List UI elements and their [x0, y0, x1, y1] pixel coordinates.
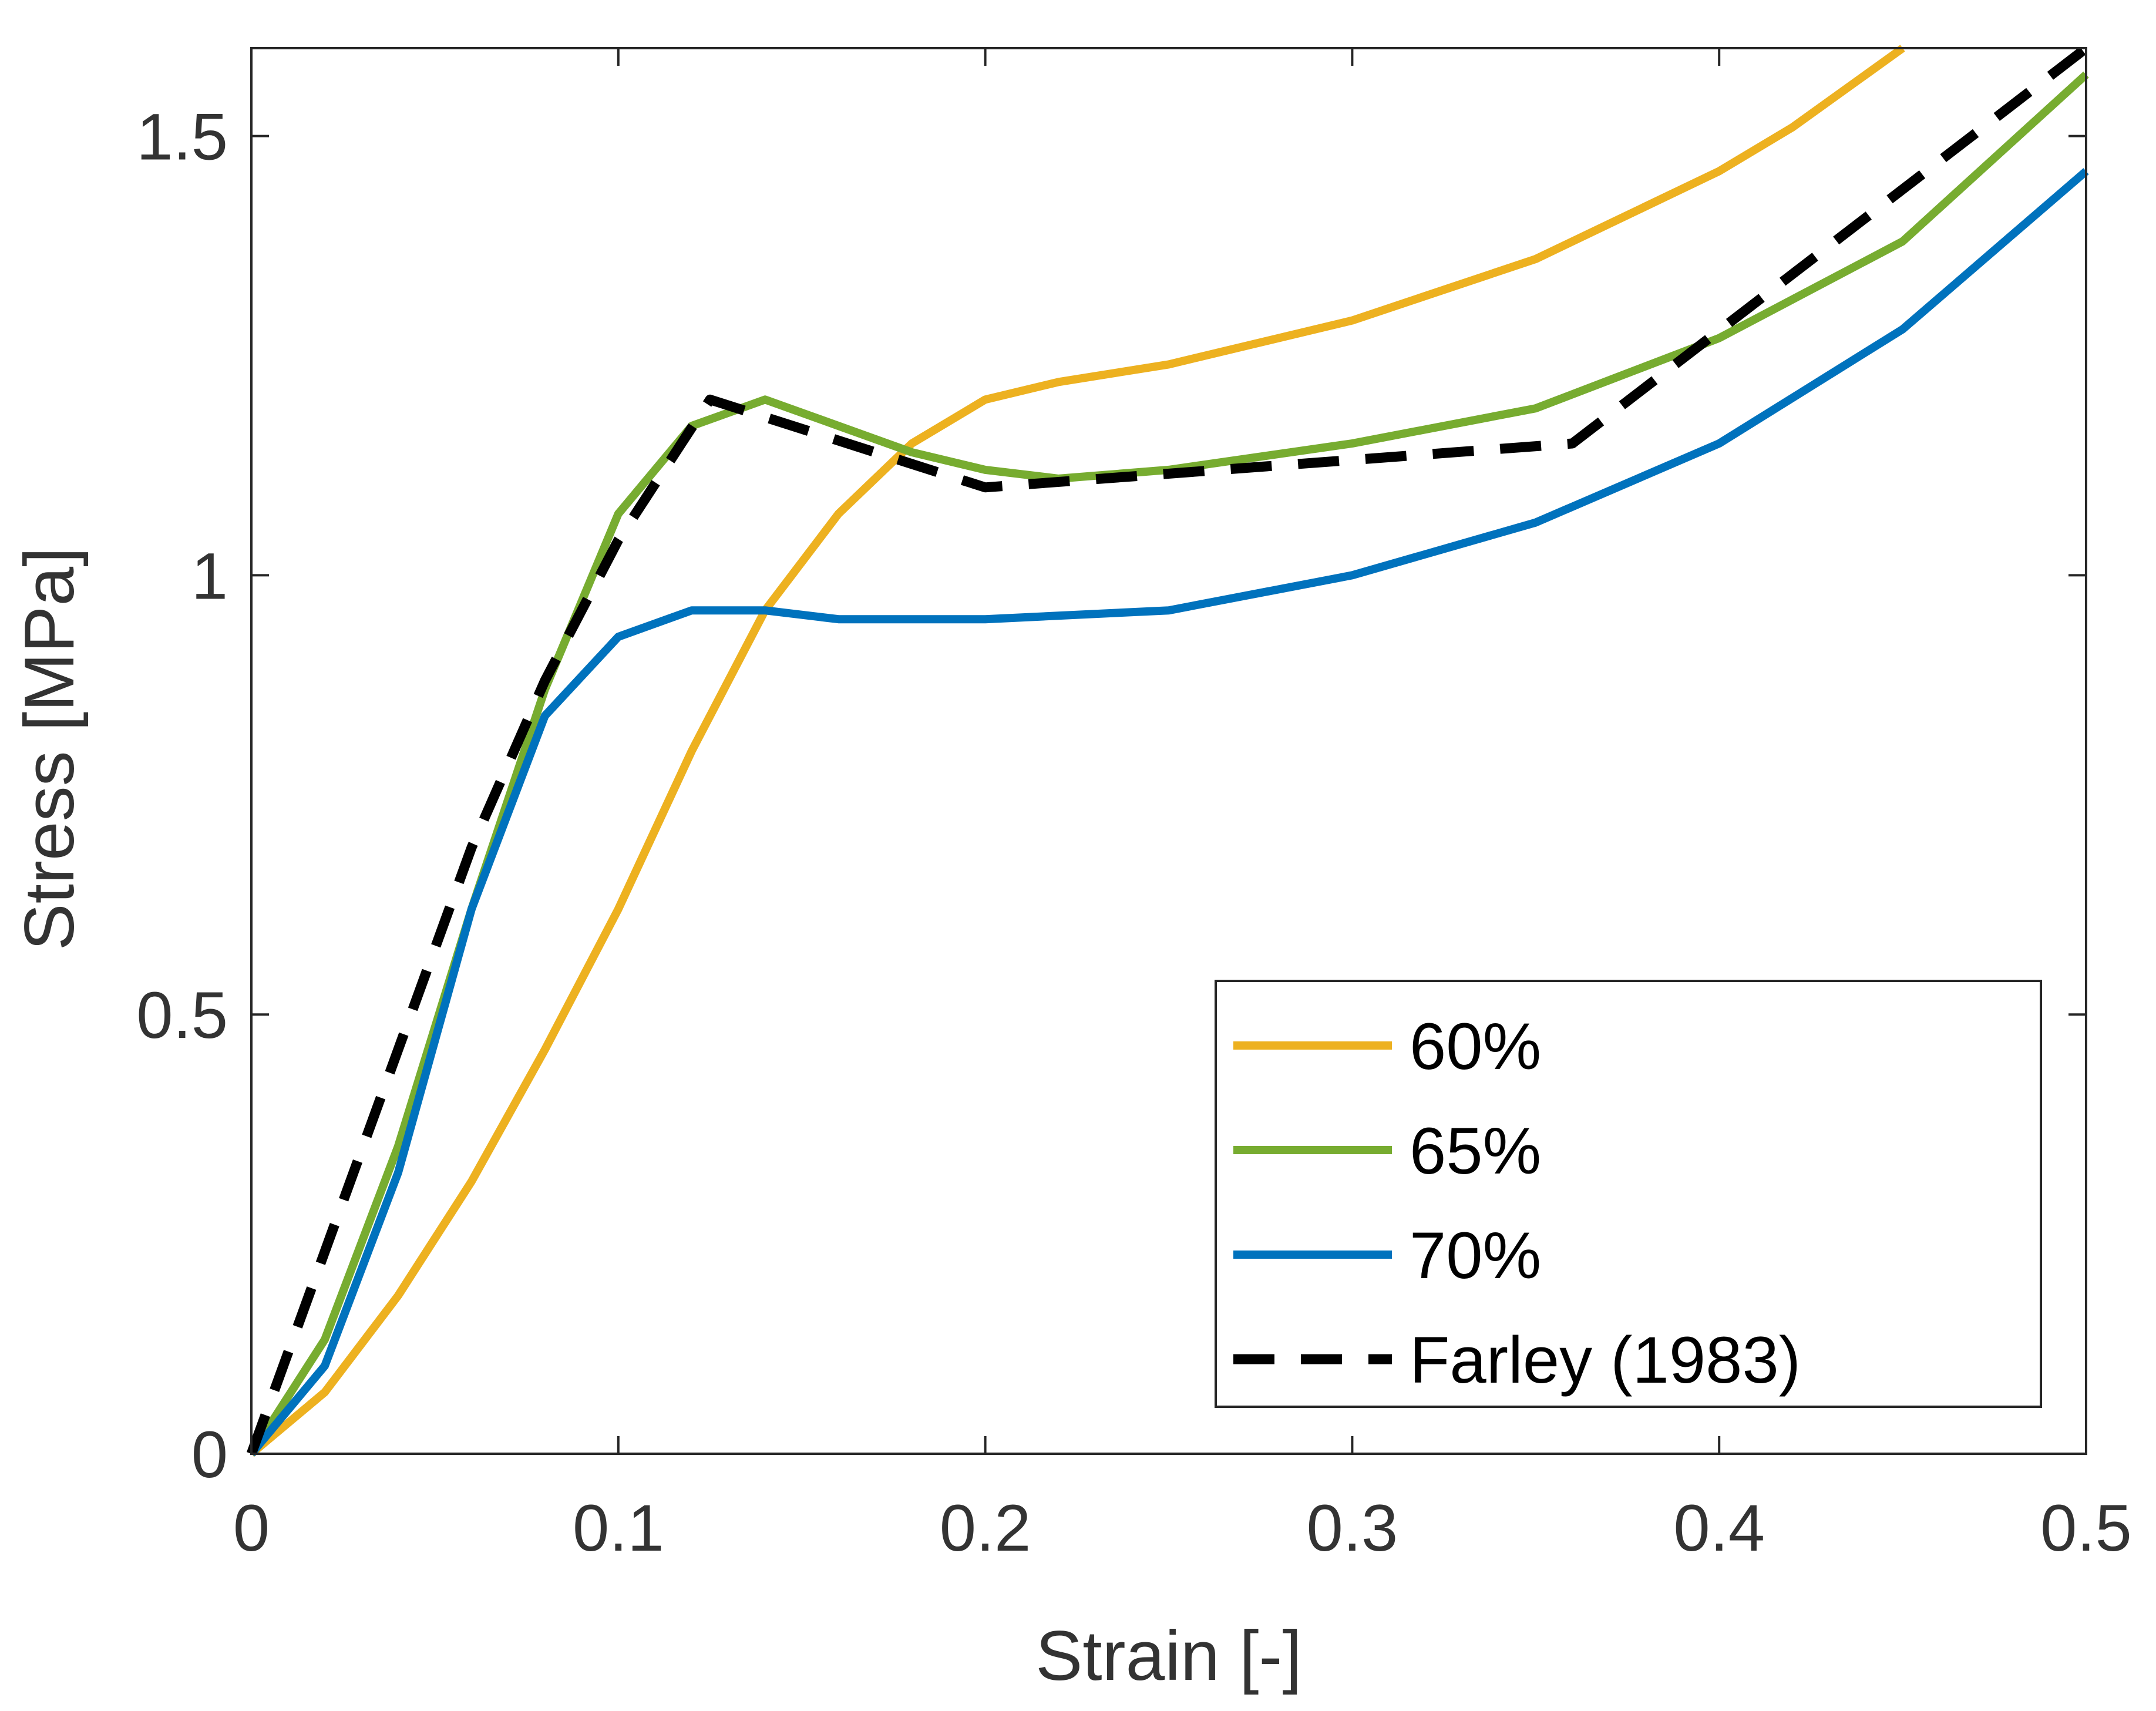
series-line-farley-1983 [247, 44, 2090, 1455]
x-tick-label: 0.3 [1307, 1491, 1398, 1565]
legend-label-65: 65% [1410, 1114, 1541, 1188]
legend-label-60: 60% [1410, 1010, 1541, 1083]
y-tick-label: 1.5 [136, 100, 228, 174]
legend-box [1215, 980, 2042, 1408]
legend-label-70: 70% [1410, 1219, 1541, 1292]
series-line-60 [248, 45, 1905, 1457]
ticks-layer: 0 0.1 0.2 0.3 0.4 0.5 0 0.5 1 1.5 [136, 48, 2132, 1565]
y-tick-label: 1 [191, 539, 228, 613]
x-tick-label: 0.1 [573, 1491, 664, 1565]
series-layer [247, 44, 2090, 1457]
legend-label-farley-1983: Farley (1983) [1410, 1323, 1801, 1397]
x-axis-label: Strain [-] [1035, 1616, 1301, 1695]
series-line-70 [248, 168, 2089, 1457]
x-tick-label: 0.4 [1673, 1491, 1765, 1565]
y-axis-label: Stress [MPa] [10, 547, 89, 951]
y-tick-label: 0 [191, 1418, 228, 1491]
legend[interactable]: 60% 65% 70% Farley (1983) [1215, 980, 2042, 1408]
axes-layer [250, 47, 2087, 1455]
x-tick-label: 0.2 [940, 1491, 1031, 1565]
x-tick-label: 0 [233, 1491, 270, 1565]
y-tick-label: 0.5 [136, 979, 228, 1052]
axes-box [250, 47, 2087, 1455]
x-tick-label: 0.5 [2040, 1491, 2132, 1565]
